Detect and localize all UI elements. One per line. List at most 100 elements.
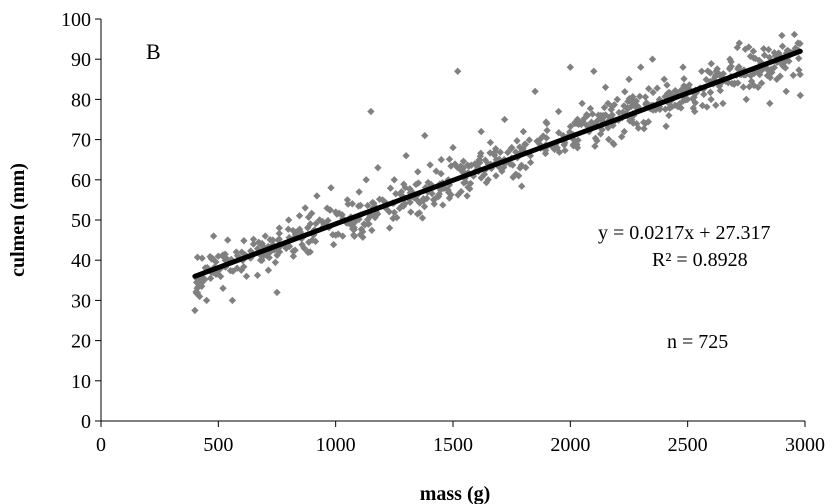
data-point [445, 155, 454, 163]
data-point [311, 237, 320, 246]
data-point [679, 63, 687, 71]
data-point [739, 83, 748, 91]
data-point [625, 75, 633, 83]
data-point [764, 45, 773, 54]
data-point [706, 88, 715, 96]
data-point [312, 219, 320, 228]
data-point [300, 244, 308, 252]
data-point [414, 168, 422, 176]
data-point [412, 180, 420, 189]
data-point [249, 235, 258, 243]
x-tick-label: 0 [96, 434, 106, 456]
data-point [348, 221, 356, 229]
data-point [413, 210, 422, 218]
data-point [350, 231, 358, 239]
data-point [519, 127, 528, 136]
data-point [295, 212, 304, 220]
data-point [621, 88, 629, 96]
data-point [364, 201, 372, 210]
y-tick-label: 100 [61, 9, 91, 31]
data-point [289, 247, 297, 255]
data-point [198, 282, 206, 290]
data-point [370, 199, 378, 207]
data-point [437, 170, 445, 178]
data-point [449, 143, 457, 152]
data-point [356, 201, 365, 210]
y-tick-label: 0 [81, 411, 91, 433]
data-point [357, 225, 366, 233]
data-point [224, 236, 232, 244]
data-point [498, 167, 506, 175]
data-point [308, 209, 316, 218]
data-point [796, 91, 804, 100]
data-point [665, 111, 673, 120]
data-point [421, 131, 429, 140]
data-point [326, 206, 334, 214]
data-point [477, 174, 485, 182]
data-point [360, 220, 368, 228]
data-point [445, 194, 454, 202]
x-tick-label: 1000 [316, 434, 356, 456]
data-point [437, 156, 445, 164]
data-point [219, 284, 227, 292]
data-point [198, 254, 206, 262]
data-point [261, 232, 269, 240]
x-ticks: 0 500 1000 1500 2000 2500 3000 [96, 421, 825, 456]
data-point [327, 184, 335, 192]
data-point [707, 60, 715, 68]
x-tick-label: 2500 [668, 434, 708, 456]
data-point [313, 192, 321, 200]
trendline [192, 48, 803, 279]
data-point [275, 248, 284, 256]
data-point [778, 31, 786, 40]
data-point [355, 188, 363, 196]
data-point [578, 99, 586, 108]
data-point [291, 228, 299, 236]
data-point [566, 63, 574, 71]
data-point [344, 200, 352, 208]
data-point [561, 146, 569, 155]
data-point [305, 238, 313, 246]
data-point [193, 289, 202, 297]
data-point [680, 75, 688, 83]
data-point [790, 30, 799, 39]
data-point [719, 99, 727, 108]
data-point [482, 178, 491, 187]
data-point [766, 99, 774, 108]
data-point [368, 226, 376, 234]
data-point [641, 93, 650, 101]
data-point [486, 138, 495, 147]
data-point [335, 209, 343, 217]
data-point [464, 183, 472, 191]
data-point [486, 149, 494, 157]
data-point [375, 195, 384, 203]
data-point [742, 95, 750, 104]
data-point [367, 107, 375, 116]
data-point [386, 184, 395, 192]
data-point [554, 107, 563, 116]
data-point [492, 172, 500, 180]
y-tick-label: 50 [71, 210, 91, 232]
data-point [439, 201, 447, 209]
x-tick-label: 1500 [433, 434, 473, 456]
data-point [259, 252, 268, 260]
data-point [402, 152, 410, 160]
data-point [228, 296, 237, 305]
data-point [401, 183, 409, 192]
data-point [301, 204, 309, 212]
data-point [518, 182, 526, 190]
data-point [359, 233, 367, 241]
data-point [457, 166, 465, 174]
data-point [273, 288, 281, 297]
x-tick-label: 3000 [785, 434, 825, 456]
data-point [526, 158, 535, 167]
data-point [463, 192, 471, 200]
data-point [392, 190, 400, 198]
data-point [477, 127, 485, 136]
data-point [429, 196, 438, 204]
data-point [459, 157, 468, 165]
data-point [500, 115, 509, 124]
data-point [789, 71, 797, 79]
data-point [242, 272, 251, 280]
data-point [601, 83, 610, 91]
